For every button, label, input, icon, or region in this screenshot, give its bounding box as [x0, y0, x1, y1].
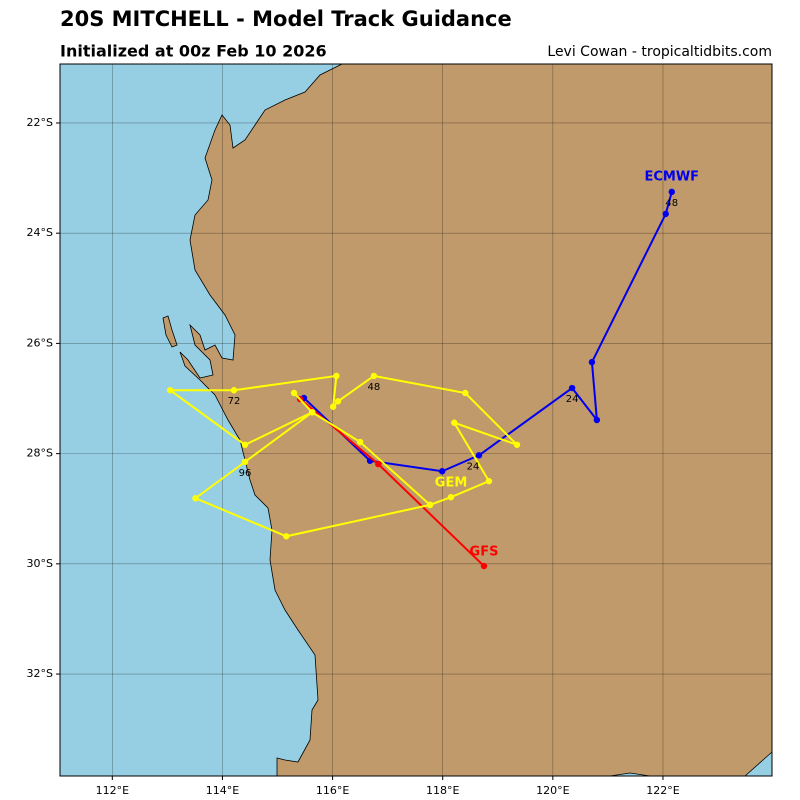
- track-point: [370, 372, 378, 380]
- model-label: GFS: [470, 545, 499, 560]
- track-point: [568, 384, 576, 392]
- subtitle: Initialized at 00z Feb 10 2026: [60, 42, 327, 61]
- hour-label: 96: [239, 468, 252, 479]
- track-point: [475, 452, 483, 459]
- track-point: [192, 495, 199, 502]
- hour-label: 72: [228, 396, 241, 407]
- hour-label: 24: [566, 394, 579, 405]
- map: ECMWF GFS GEM 48 24 48 72 96 24: [59, 63, 773, 777]
- track-point: [230, 387, 238, 394]
- hour-label: 24: [467, 461, 480, 472]
- track-point: [166, 387, 174, 394]
- x-tick-label: 118°E: [426, 784, 459, 797]
- track-point: [462, 389, 469, 397]
- track-point: [662, 210, 669, 218]
- x-tick-label: 114°E: [206, 784, 239, 797]
- track-point: [334, 398, 342, 405]
- map-border: [59, 63, 773, 777]
- track-point: [426, 501, 434, 509]
- x-tick-label: 116°E: [316, 784, 349, 797]
- track-point: [668, 188, 675, 196]
- overlay: ECMWF GFS GEM 48 24 48 72 96 24: [60, 64, 772, 776]
- hour-label: 48: [665, 198, 678, 209]
- track-point: [241, 441, 249, 448]
- track-point: [241, 458, 249, 466]
- model-label: GEM: [435, 475, 468, 490]
- track-point: [447, 493, 455, 501]
- y-tick-label: 24°S: [27, 226, 53, 239]
- track-point: [485, 477, 493, 485]
- track-point: [375, 460, 382, 468]
- track-point: [283, 533, 290, 540]
- track-point: [333, 372, 340, 380]
- x-tick-label: 120°E: [536, 784, 569, 797]
- track-point: [356, 438, 364, 446]
- y-tick-label: 32°S: [27, 667, 53, 680]
- title: 20S MITCHELL - Model Track Guidance: [60, 7, 512, 31]
- track-point: [451, 419, 458, 426]
- y-tick-label: 26°S: [27, 336, 53, 349]
- y-tick-label: 30°S: [27, 557, 53, 570]
- x-tick-label: 122°E: [646, 784, 679, 797]
- credit: Levi Cowan - tropicaltidbits.com: [547, 44, 772, 60]
- track-point: [513, 441, 521, 448]
- hour-label: 48: [368, 382, 381, 393]
- track-point: [593, 416, 601, 424]
- land: [179, 63, 773, 777]
- track-point: [588, 358, 596, 366]
- track-point: [309, 409, 316, 416]
- x-tick-label: 112°E: [96, 784, 129, 797]
- track-point: [480, 562, 488, 570]
- track-point: [329, 403, 337, 410]
- track-point: [290, 389, 298, 397]
- model-label: ECMWF: [644, 169, 699, 184]
- track-point: [438, 468, 446, 475]
- island: [162, 315, 178, 348]
- y-tick-label: 22°S: [27, 116, 53, 129]
- y-tick-label: 28°S: [27, 447, 53, 460]
